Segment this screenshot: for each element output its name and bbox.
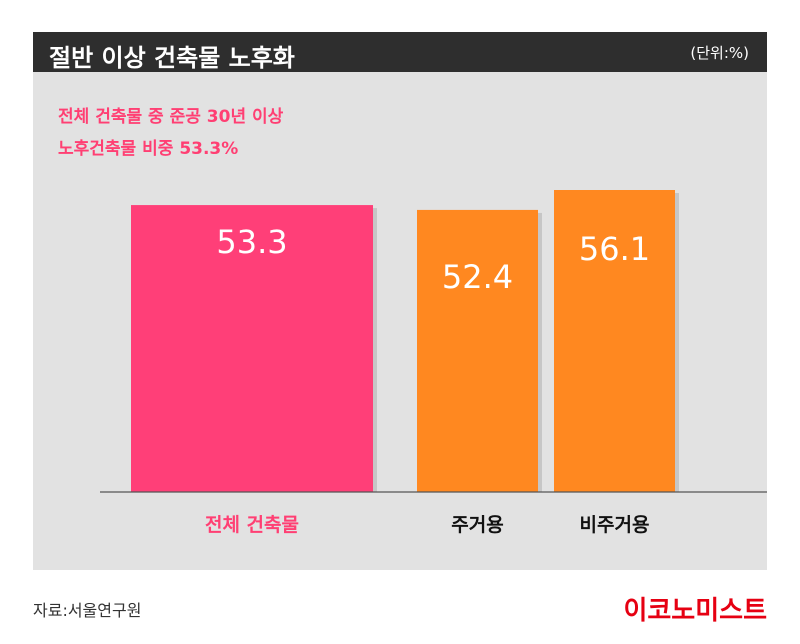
bar-value-label: 52.4 (442, 258, 513, 296)
title-bar: 절반 이상 건축물 노후화 (단위:%) (33, 32, 767, 72)
bar-0 (131, 205, 373, 492)
bar-1 (417, 209, 538, 492)
brand-logo: 이코노미스트 (623, 596, 767, 626)
bar-2 (554, 190, 675, 492)
bar-value-label: 53.3 (216, 223, 287, 261)
chart-title: 절반 이상 건축물 노후화 (49, 44, 295, 72)
unit-label: (단위:%) (690, 44, 749, 62)
category-label: 전체 건축물 (205, 514, 299, 536)
category-label: 비주거용 (580, 514, 650, 536)
source-note: 자료:서울연구원 (33, 601, 142, 620)
bar-value-label: 56.1 (579, 230, 650, 268)
category-label: 주거용 (451, 514, 503, 536)
subtitle-line-1: 전체 건축물 중 준공 30년 이상 (58, 107, 284, 127)
subtitle-line-2: 노후건축물 비중 53.3% (58, 139, 239, 159)
